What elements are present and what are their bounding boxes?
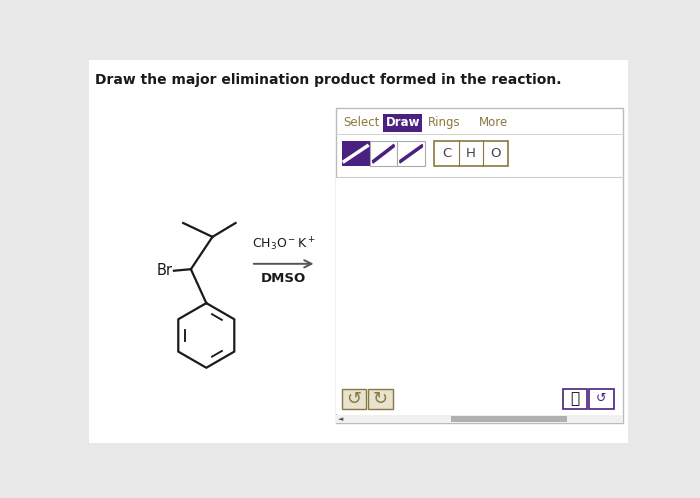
Bar [336, 108, 623, 423]
Text: Select: Select [343, 117, 379, 129]
Bar [425, 114, 463, 132]
Bar [342, 388, 366, 408]
Text: ↺: ↺ [346, 389, 362, 407]
Bar [589, 388, 614, 408]
Text: O: O [491, 147, 501, 160]
Text: $\mathrm{CH_3O^-K^+}$: $\mathrm{CH_3O^-K^+}$ [252, 236, 316, 253]
Bar [336, 415, 623, 423]
Text: Rings: Rings [428, 117, 461, 129]
Bar [337, 177, 622, 414]
Bar [434, 141, 508, 166]
Text: Draw: Draw [386, 117, 420, 129]
Bar [370, 141, 398, 166]
Bar [474, 114, 512, 132]
Text: ↻: ↻ [372, 389, 388, 407]
Bar [368, 388, 393, 408]
Text: Br: Br [156, 263, 172, 278]
Bar [342, 114, 380, 132]
Text: ↺: ↺ [596, 392, 606, 405]
Text: C: C [442, 147, 452, 160]
Bar [384, 114, 422, 132]
Text: Draw the major elimination product formed in the reaction.: Draw the major elimination product forme… [95, 73, 562, 87]
Text: More: More [479, 117, 508, 129]
Text: DMSO: DMSO [261, 271, 307, 284]
Bar [563, 388, 587, 408]
Text: 🔍: 🔍 [570, 391, 580, 406]
Bar [397, 141, 425, 166]
Text: ◄: ◄ [338, 416, 343, 422]
Bar [342, 141, 370, 166]
Bar [451, 415, 567, 422]
Text: H: H [466, 147, 476, 160]
